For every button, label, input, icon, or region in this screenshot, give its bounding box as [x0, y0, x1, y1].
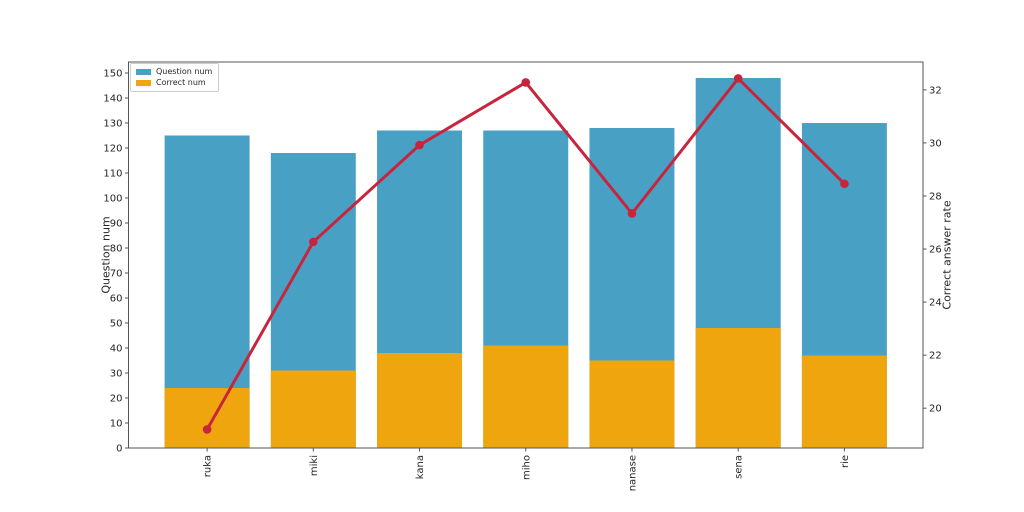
point-correct-answer-rate-nanase: [627, 209, 637, 218]
left-axis-tick-label: 150: [103, 69, 122, 80]
left-axis-tick-label: 140: [103, 94, 122, 105]
right-axis-tick-label: 26: [929, 245, 942, 256]
legend: Question num Correct num: [130, 63, 220, 92]
x-axis-tick-label-nanase: nanase: [627, 455, 638, 491]
left-axis-tick-label: 60: [110, 294, 123, 305]
legend-label-question-num: Question num: [156, 67, 213, 76]
left-axis-tick-label: 10: [110, 419, 123, 430]
right-axis-tick-label: 20: [929, 404, 942, 415]
right-axis-tick-label: 28: [929, 191, 942, 202]
bar-correct-num-kana: [377, 353, 463, 448]
legend-item-correct-num: Correct num: [136, 79, 212, 87]
point-correct-answer-rate-miho: [521, 78, 531, 87]
bar-correct-num-miki: [270, 370, 356, 448]
left-axis-tick-label: 120: [103, 144, 122, 155]
x-axis-tick-label-kana: kana: [415, 455, 426, 479]
x-axis-tick-label-miki: miki: [309, 455, 320, 476]
bar-correct-num-miho: [483, 345, 569, 448]
x-axis-tick-label-rie: rie: [840, 455, 851, 468]
point-correct-answer-rate-ruka: [202, 425, 212, 434]
point-correct-answer-rate-miki: [309, 237, 318, 247]
left-axis-tick-label: 130: [103, 119, 122, 130]
left-axis-tick-label: 50: [110, 319, 123, 330]
bar-correct-num-rie: [801, 355, 887, 448]
point-correct-answer-rate-sena: [733, 74, 743, 83]
right-axis-title: Correct answer rate: [940, 200, 954, 310]
point-correct-answer-rate-kana: [415, 140, 424, 150]
legend-item-question-num: Question num: [136, 68, 212, 76]
right-axis-tick-label: 32: [929, 85, 942, 96]
legend-swatch-question-num: [136, 69, 151, 75]
left-axis-tick-label: 0: [116, 444, 122, 455]
left-axis-tick-label: 90: [110, 219, 123, 230]
bar-correct-num-sena: [695, 328, 781, 448]
x-axis-tick-label-sena: sena: [734, 455, 745, 479]
left-axis-tick-label: 70: [110, 269, 123, 280]
left-axis-tick-label: 80: [110, 244, 123, 255]
x-axis-tick-label-miho: miho: [521, 455, 532, 480]
left-axis-tick-label: 40: [110, 344, 123, 355]
bar-correct-num-nanase: [589, 360, 675, 448]
legend-swatch-correct-num: [136, 80, 151, 86]
bar-correct-num-ruka: [164, 388, 250, 448]
left-axis-title: Question num: [99, 216, 113, 294]
right-axis-tick-label: 24: [929, 298, 942, 309]
right-axis-tick-label: 22: [929, 351, 942, 362]
left-axis-tick-label: 110: [103, 169, 122, 180]
point-correct-answer-rate-rie: [840, 179, 849, 189]
left-axis-tick-label: 20: [110, 394, 123, 405]
left-axis-tick-label: 100: [103, 194, 122, 205]
x-axis-tick-label-ruka: ruka: [203, 455, 214, 477]
left-axis-tick-label: 30: [110, 369, 123, 380]
legend-label-correct-num: Correct num: [156, 78, 206, 87]
right-axis-tick-label: 30: [929, 138, 942, 149]
